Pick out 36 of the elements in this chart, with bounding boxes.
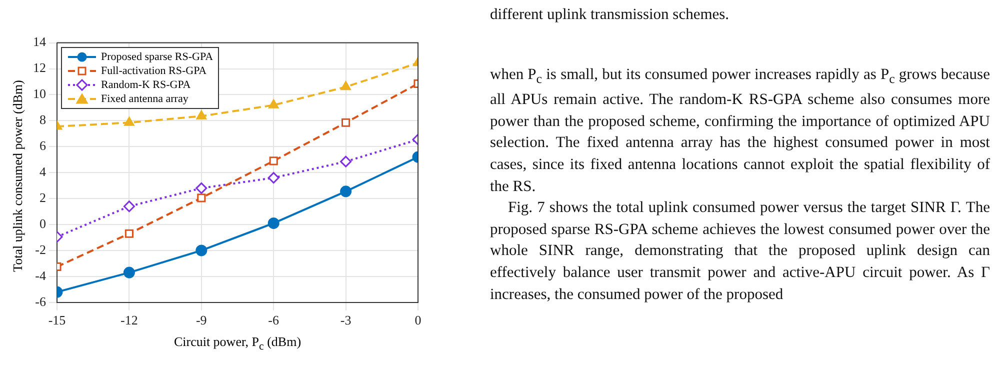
y-tick-label: 14 [33,34,46,50]
x-tick-label: 0 [414,312,422,328]
legend-label: Full-activation RS-GPA [101,64,207,78]
point [124,116,134,126]
y-tick-label: 10 [33,86,46,102]
point [196,110,206,120]
x-tick-label: -9 [196,312,207,328]
x-tick-label: -12 [120,312,138,328]
point [269,156,278,166]
x-axis-title: Circuit power, P$_{c}$ (dBm) [172,334,302,353]
point [197,194,206,202]
x-tick-label: -15 [48,312,66,328]
point [268,217,280,229]
point [196,182,208,194]
x-tick-label: -6 [268,312,280,328]
y-tick-label: 0 [40,216,46,231]
y-axis-title: Total uplink consumed power (dBm) [10,79,26,274]
y-tick-label: -6 [35,294,46,309]
y-tick-label: 2 [40,190,46,205]
y-tick-label: 12 [33,60,46,76]
point [268,172,280,184]
text: different uplink transmission schemes. [490,5,730,25]
y-tick-label: 8 [40,112,46,128]
text: when P$_{c}$ is small, but its consumed power increases rapidly as P$_{c}$ grows because all APUs remain active. The random-K RS-GPA scheme also consumes more power than the proposed scheme, confirming the importance of optimized APU selection. The fixed antenna array has the highest consumed power in most cases, since its fixed antenna locations cannot exploit the spatial flexibility of the RS. [490,66,990,195]
y-tick-label: 4 [40,164,46,180]
point [268,99,279,108]
y-tick-label: -4 [35,268,46,283]
legend-label: Random-K RS-GPA [101,78,191,92]
y-tick-label: 6 [40,138,46,154]
x-tick-label: -3 [340,312,352,328]
caption: Fig. 7 shows the total uplink consumed power versus the target SINR Γ. The proposed sparse RS-GPA scheme achieves the lowest consumed power over the whole SINR range, demonstrating that the proposed uplink design can effectively balance user transmit power and active-APU circuit power. As Γ increases, the consumed power of the proposed [490,198,990,305]
point [196,244,208,256]
point [340,81,351,90]
y-tick-label: -2 [35,242,46,257]
legend-label: Fixed antenna array [101,92,188,106]
legend-label: Proposed sparse RS-GPA [101,50,214,64]
